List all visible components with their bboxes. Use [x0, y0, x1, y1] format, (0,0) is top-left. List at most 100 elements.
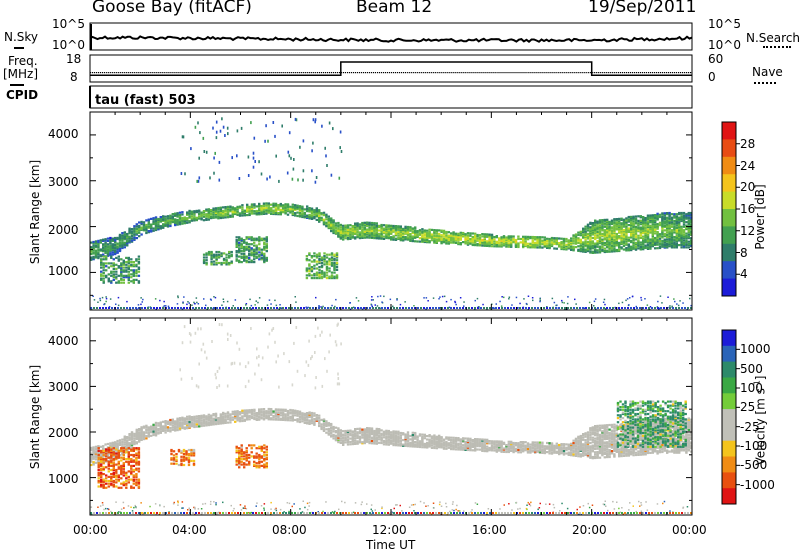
power-panel-patch-cell [107, 266, 110, 269]
power-panel-cell [603, 234, 606, 238]
power-panel-cell [450, 238, 453, 241]
power-panel-cell [202, 210, 206, 213]
power-panel-patch-cell [328, 270, 331, 273]
power-panel-cell [584, 230, 587, 233]
velocity-panel-cell [130, 442, 134, 445]
velocity-panel-cell [284, 413, 287, 416]
power-panel-cell [586, 224, 590, 227]
velocity-panel-cell [274, 408, 278, 411]
freq-point [286, 72, 288, 74]
power-panel-noise-cell [519, 302, 521, 305]
power-panel-cell [613, 245, 616, 248]
power-panel-cell [610, 237, 614, 240]
power-panel-cell [154, 217, 158, 220]
velocity-panel-cell [284, 415, 287, 418]
freq-point [280, 72, 282, 74]
freq-point [625, 72, 627, 74]
power-panel-cell [594, 243, 597, 246]
power-panel-cell [574, 234, 578, 237]
freq-point [391, 72, 393, 74]
power-panel-cell [618, 235, 621, 238]
power-panel-patch-cell [250, 239, 253, 242]
power-panel-base-cell [138, 307, 140, 309]
power-panel-cell [642, 228, 645, 231]
power-panel-patch-cell [318, 257, 321, 260]
power-panel-cell [380, 236, 383, 239]
power-panel-patch-cell [117, 255, 120, 258]
power-panel-noise-cell [376, 305, 379, 307]
freq-point [176, 72, 178, 74]
power-panel-patch-cell [112, 263, 115, 266]
power-panel-patch-cell [323, 275, 326, 278]
power-panel-cell [613, 229, 616, 232]
power-panel-cell [625, 235, 628, 238]
power-panel-cell [111, 249, 114, 252]
power-panel-patch-cell [132, 274, 135, 277]
power-panel-cell [680, 240, 683, 243]
power-panel-base-cell [318, 307, 320, 309]
velocity-panel-cell [289, 416, 292, 420]
power-panel-cell [591, 240, 594, 243]
freq-point [431, 72, 433, 74]
power-panel-cell [346, 238, 350, 241]
velocity-panel-cell [116, 444, 119, 447]
power-panel-cell [442, 229, 446, 232]
power-panel-cell [466, 235, 470, 238]
freq-point [122, 72, 124, 74]
power-panel-cell [178, 220, 182, 223]
power-panel-cell [133, 237, 136, 240]
power-panel-cell [608, 241, 611, 244]
velocity-panel-cell [229, 419, 232, 422]
power-panel-cell [246, 209, 249, 212]
power-panel-cell [493, 236, 496, 239]
power-panel-cell [123, 238, 126, 241]
power-panel-noise-cell [450, 298, 452, 301]
power-panel-cell [207, 215, 210, 218]
freq-point [254, 72, 256, 74]
power-panel-cell [668, 232, 671, 235]
power-panel-cell [212, 207, 215, 210]
power-panel-cell [126, 240, 129, 244]
power-panel-cell [375, 228, 378, 231]
power-panel-cell [298, 211, 302, 215]
power-panel-patch-cell [127, 281, 130, 284]
velocity-panel-cell [178, 421, 182, 424]
power-panel-cell [536, 236, 539, 239]
power-panel-cell [526, 237, 530, 240]
power-panel-cell [320, 212, 323, 215]
freq-point [463, 72, 465, 74]
power-panel-cell [510, 235, 513, 238]
freq-point [541, 72, 543, 74]
power-panel-cell [656, 239, 659, 242]
velocity-panel-cell [126, 436, 129, 439]
velocity-panel-cell [294, 410, 297, 413]
power-panel-cell [375, 232, 378, 235]
power-panel-patch-cell [225, 260, 228, 263]
power-panel-cell [666, 228, 669, 231]
nsky-line [89, 35, 693, 43]
power-panel-sparse-cell [260, 172, 263, 176]
power-panel-patch-cell [130, 276, 133, 279]
power-panel-cell [181, 222, 184, 225]
power-panel-cell [690, 217, 693, 220]
freq-point [395, 72, 397, 74]
power-panel-cell [603, 218, 606, 221]
power-panel-cell [618, 231, 621, 234]
power-panel-patch-cell [243, 250, 246, 253]
freq-point [469, 72, 471, 74]
power-panel-cell [260, 213, 263, 216]
velocity-panel-cell [116, 439, 119, 443]
power-panel-cell [97, 252, 100, 255]
power-panel-sparse-cell [339, 130, 342, 134]
power-panel-patch-cell [125, 256, 128, 259]
power-panel-cell [406, 236, 410, 239]
power-panel-cell [265, 206, 268, 210]
velocity-panel-cell [183, 426, 186, 429]
velocity-panel-cell [150, 426, 153, 429]
velocity-panel-cell [135, 428, 138, 431]
power-panel-cell [181, 216, 184, 220]
power-panel-patch-cell [120, 273, 123, 276]
power-panel-base-cell [300, 307, 302, 309]
velocity-colorbar-tick-label: -100 [740, 439, 768, 453]
power-panel-cell [675, 236, 678, 239]
